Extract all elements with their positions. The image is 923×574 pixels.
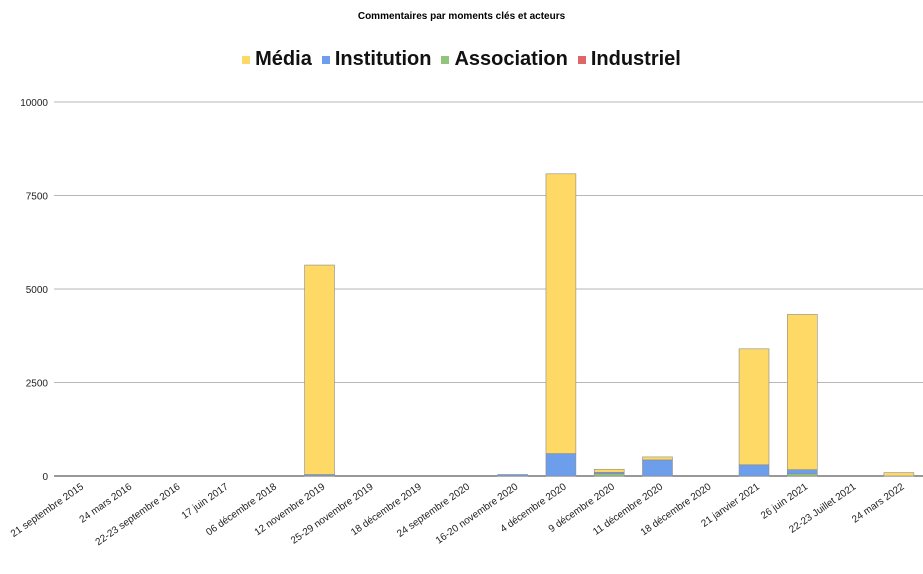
x-tick-label: 16-20 novembre 2020 bbox=[434, 481, 521, 546]
bar-association bbox=[593, 473, 625, 477]
bar-mdia bbox=[787, 314, 818, 470]
legend-swatch-institution bbox=[321, 55, 330, 64]
legend-label-industriel: Industriel bbox=[590, 48, 681, 70]
legend-label-institution: Institution bbox=[334, 48, 432, 70]
legend-item-media: Média bbox=[242, 48, 312, 71]
legend-label-media: Média bbox=[255, 48, 312, 70]
y-tick-label: 7500 bbox=[26, 192, 49, 203]
legend-swatch-association bbox=[441, 55, 450, 64]
legend-item-association: Association bbox=[441, 48, 568, 71]
legend-item-institution: Institution bbox=[321, 48, 432, 71]
bar-mdia bbox=[738, 348, 770, 466]
bar-mdia bbox=[883, 472, 915, 477]
bar-institution bbox=[738, 464, 770, 477]
x-tick-label: 21 septembre 2015 bbox=[9, 481, 86, 540]
x-tick-label: 25-29 novembre 2019 bbox=[289, 481, 376, 546]
bar-institution bbox=[545, 453, 577, 477]
y-tick-label: 0 bbox=[42, 472, 48, 483]
chart-title: Commentaires par moments clés et acteurs bbox=[357, 11, 566, 22]
bar-mdia bbox=[593, 468, 625, 473]
y-tick-label: 2500 bbox=[26, 379, 49, 390]
legend-swatch-industriel bbox=[577, 55, 586, 64]
legend-item-industriel: Industriel bbox=[577, 48, 681, 71]
bar-institution bbox=[497, 474, 528, 477]
bar-mdia bbox=[304, 264, 335, 475]
bar-association bbox=[787, 473, 818, 477]
bar-mdia bbox=[545, 173, 577, 454]
chart-legend: Média Institution Association Industriel bbox=[0, 48, 923, 71]
bar-mdia bbox=[642, 456, 673, 461]
y-tick-label: 5000 bbox=[26, 285, 49, 296]
y-tick-label: 10000 bbox=[20, 98, 48, 109]
legend-swatch-media bbox=[242, 55, 251, 64]
bar-institution bbox=[642, 459, 673, 477]
x-tick-label: 24 mars 2022 bbox=[850, 481, 907, 525]
legend-label-association: Association bbox=[454, 48, 568, 70]
bar-institution bbox=[787, 469, 818, 475]
x-tick-label: 22-23 septembre 2016 bbox=[94, 481, 183, 548]
